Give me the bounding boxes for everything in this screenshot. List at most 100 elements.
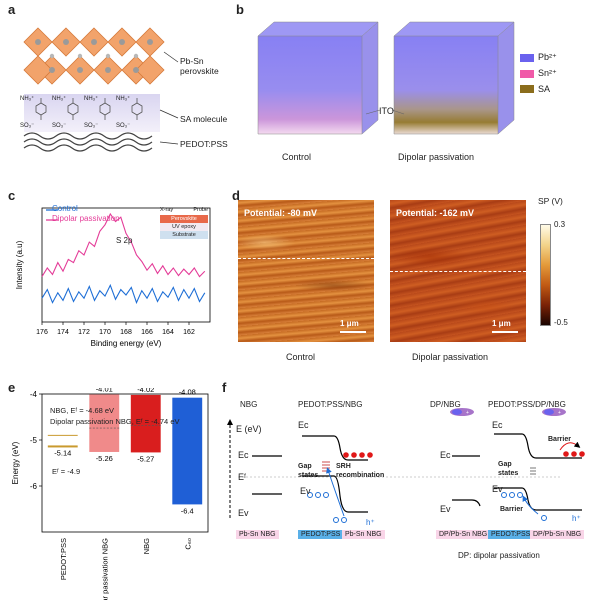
afm-map-control — [238, 200, 374, 342]
scalebar-dipolar — [492, 331, 518, 333]
box-pb-sn-nbg-2: Pb-Sn NBG — [342, 530, 385, 539]
energy-bar — [89, 394, 120, 452]
energy-level-chart: -4 -5 -6 Energy (eV) -5.14 PEDOT:PSS -4.01 -5.2… — [11, 388, 209, 600]
f-header-nbg: NBG — [240, 400, 258, 409]
ev-label-nbg: Eᴠ — [238, 508, 249, 518]
legend-b: Pb²⁺ Sn²⁺ SA — [520, 52, 557, 94]
ion-bottom-3: SO₃⁻ — [84, 123, 99, 129]
f-header-pedot-nbg: PEDOT:PSS/NBG — [298, 400, 363, 409]
box-pedot-1: PEDOT:PSS — [298, 530, 344, 539]
inset-layer-substrate: Substrate — [160, 231, 208, 239]
category-label: PEDOT:PSS — [59, 538, 68, 580]
dp-footnote: DP: dipolar passivation — [458, 551, 540, 560]
perovskite-structure-illustration — [23, 27, 179, 152]
x-axis-label: Binding energy (eV) — [91, 339, 162, 348]
plot-frame — [41, 393, 209, 533]
y-axis-label: Intensity (a.u) — [15, 240, 24, 289]
ec-label-nbg: Eᴄ — [238, 450, 249, 460]
sn-swatch-icon — [520, 69, 534, 78]
ito-label: ITO — [379, 106, 394, 116]
ion-top-4: NH₃⁺ — [116, 96, 131, 102]
pb-sn-perovskite-label: Pb-Sn perovskite — [180, 56, 219, 76]
colorbar-max: 0.3 — [554, 220, 566, 229]
bar-bottom-label: -5.26 — [96, 454, 113, 463]
probe-label: Probe — [193, 207, 208, 213]
ev-label-pedot-nbg: Eᴠ — [300, 486, 311, 496]
sa-molecule-label: SA molecule — [180, 114, 228, 124]
legend-dipolar: Dipolar passivation — [52, 214, 120, 223]
x-tick-label: 168 — [120, 329, 132, 336]
sa-swatch-icon — [520, 85, 534, 93]
ef-label-nbg: Eᶠ — [238, 472, 247, 482]
ev-label-pedot-dp-nbg: Eᴠ — [492, 484, 503, 494]
x-tick-label: 176 — [36, 329, 48, 336]
srh-recombination-label: SRH recombination — [336, 463, 385, 479]
xray-label: X-ray — [160, 207, 174, 213]
legend-label: Sn²⁺ — [538, 68, 557, 78]
svg-text:+: + — [558, 410, 561, 416]
scalebar-label-control: 1 μm — [340, 319, 359, 328]
y-tick-label: -4 — [30, 390, 38, 399]
f-header-dp-nbg: DP/NBG — [430, 400, 461, 409]
x-tick-label: 174 — [57, 329, 69, 336]
category-label: C₆₀ — [183, 538, 192, 550]
energy-bar — [130, 394, 161, 453]
dipolar-caption-d: Dipolar passivation — [412, 352, 489, 362]
category-label: NBG — [142, 538, 151, 554]
control-caption-b: Control — [282, 152, 312, 162]
legend-b-item: Pb²⁺ — [520, 52, 557, 63]
tof-sims-3d-maps — [257, 21, 515, 135]
nbg-fermi-note: NBG, Eᶠ = -4.68 eV — [50, 406, 115, 415]
potential-dipolar: Potential: -162 mV — [396, 208, 475, 218]
inset-layer-epoxy: UV epoxy — [160, 223, 208, 231]
y-tick-label: -5 — [30, 436, 38, 445]
x-tick-label: 170 — [99, 329, 111, 336]
ion-top-3: NH₃⁺ — [84, 96, 99, 102]
line-profile-dipolar — [390, 271, 526, 272]
bar-top-label: -4.02 — [137, 388, 154, 394]
xps-chart: 176 174 172 170 168 166 164 162 Binding energy (… — [15, 207, 211, 348]
bar-bottom-label: -5.27 — [137, 454, 154, 463]
hole-label-1: h⁺ — [366, 518, 375, 527]
colorbar — [540, 224, 551, 326]
control-caption-d: Control — [286, 352, 316, 362]
barrier-label-top: Barrier — [548, 436, 571, 443]
dipolar-passivation-caption-b: Dipolar passivation — [398, 152, 475, 162]
box-dp-pb-sn-nbg-2: DP/Pb-Sn NBG — [530, 530, 585, 539]
ec-label-dp-nbg: Eᴄ — [440, 450, 451, 460]
dp-nbg-fermi-note: Dipolar passivation NBG, Eᶠ = -4.74 eV — [50, 417, 180, 426]
gap-states-label-1: Gap states — [298, 463, 319, 479]
ion-top-1: NH₃⁺ — [20, 96, 35, 102]
hole-label-2: h⁺ — [572, 514, 581, 523]
ion-bottom-2: SO₃⁻ — [52, 123, 67, 129]
bar-top-label: -4.08 — [179, 388, 196, 397]
ion-top-2: NH₃⁺ — [52, 96, 67, 102]
ev-label-dp-nbg: Eᴠ — [440, 504, 451, 514]
panel-b-letter: b — [236, 2, 244, 17]
f-header-pedot-dp-nbg: PEDOT:PSS/DP/NBG — [488, 400, 566, 409]
legend-label: SA — [538, 84, 551, 94]
energy-axis-label: E (eV) — [236, 424, 262, 434]
line-profile-control — [238, 258, 374, 259]
scalebar-control — [340, 331, 366, 333]
y-tick-label: -6 — [30, 482, 38, 491]
ec-label-pedot-dp-nbg: Eᴄ — [492, 420, 503, 430]
potential-control: Potential: -80 mV — [244, 208, 318, 218]
box-dp-pb-sn-nbg-1: DP/Pb-Sn NBG — [436, 530, 491, 539]
panel-d-letter: d — [232, 188, 240, 203]
x-tick-label: 164 — [162, 329, 174, 336]
svg-text:+: + — [466, 410, 469, 416]
xps-inset: X-ray Probe Perovskite UV epoxy Substrate — [160, 207, 208, 239]
series-line-control — [41, 283, 206, 305]
panel-c-letter: c — [8, 188, 16, 203]
series-line-dipolar — [41, 212, 206, 278]
x-tick-label: 162 — [183, 329, 195, 336]
inset-layer-perovskite: Perovskite — [160, 215, 208, 223]
pedot-pss-label: PEDOT:PSS — [180, 139, 228, 149]
s2p-annotation: S 2p — [116, 236, 133, 245]
energy-bar — [172, 397, 203, 505]
energy-bar — [47, 445, 78, 448]
legend-label: Pb²⁺ — [538, 52, 557, 62]
scalebar-label-dipolar: 1 μm — [492, 319, 511, 328]
colorbar-min: -0.5 — [554, 318, 568, 327]
